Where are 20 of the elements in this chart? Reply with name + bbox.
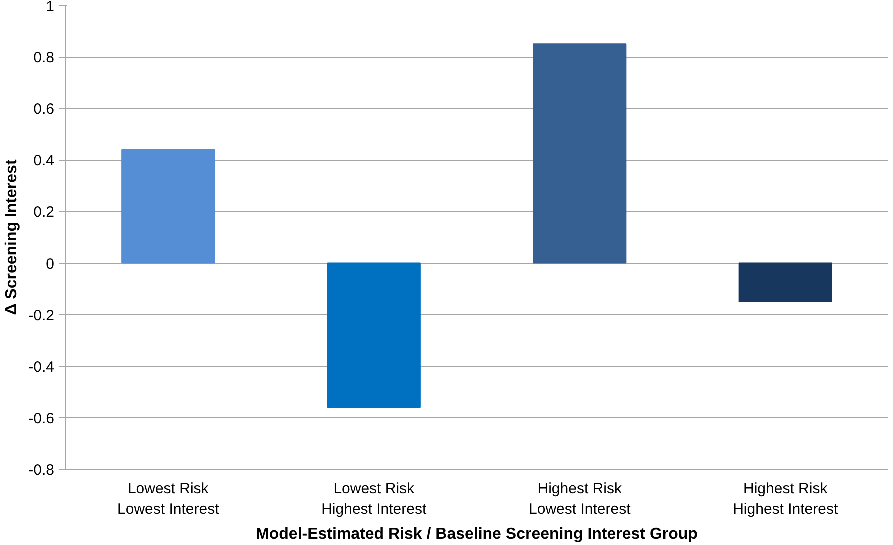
y-tick-label: 0 [46,256,54,273]
y-axis-title: Δ Screening Interest [4,159,21,316]
y-tick-label: -0.6 [28,410,55,428]
y-tick-label: 0.4 [34,152,55,170]
bar [533,44,627,264]
y-tick-label: 1 [46,0,54,16]
x-axis-title: Model-Estimated Risk / Baseline Screening Interest Group [256,526,698,543]
y-tick-label: 0.6 [34,101,55,118]
bar [122,149,216,264]
bar [738,262,832,302]
y-tick-label: -0.8 [28,462,55,479]
y-tick-label: -0.2 [28,307,55,324]
bar [327,262,421,408]
x-tick-label: Highest Risk Highest Interest [733,480,839,518]
x-tick-label: Highest Risk Lowest Interest [529,480,632,518]
y-tick-label: 0.8 [34,50,55,67]
x-tick-label: Lowest Risk Highest Interest [322,480,428,518]
x-tick-label: Lowest Risk Lowest Interest [118,480,220,518]
y-tick-label: 0.2 [34,204,55,222]
y-tick-label: -0.4 [28,358,55,376]
